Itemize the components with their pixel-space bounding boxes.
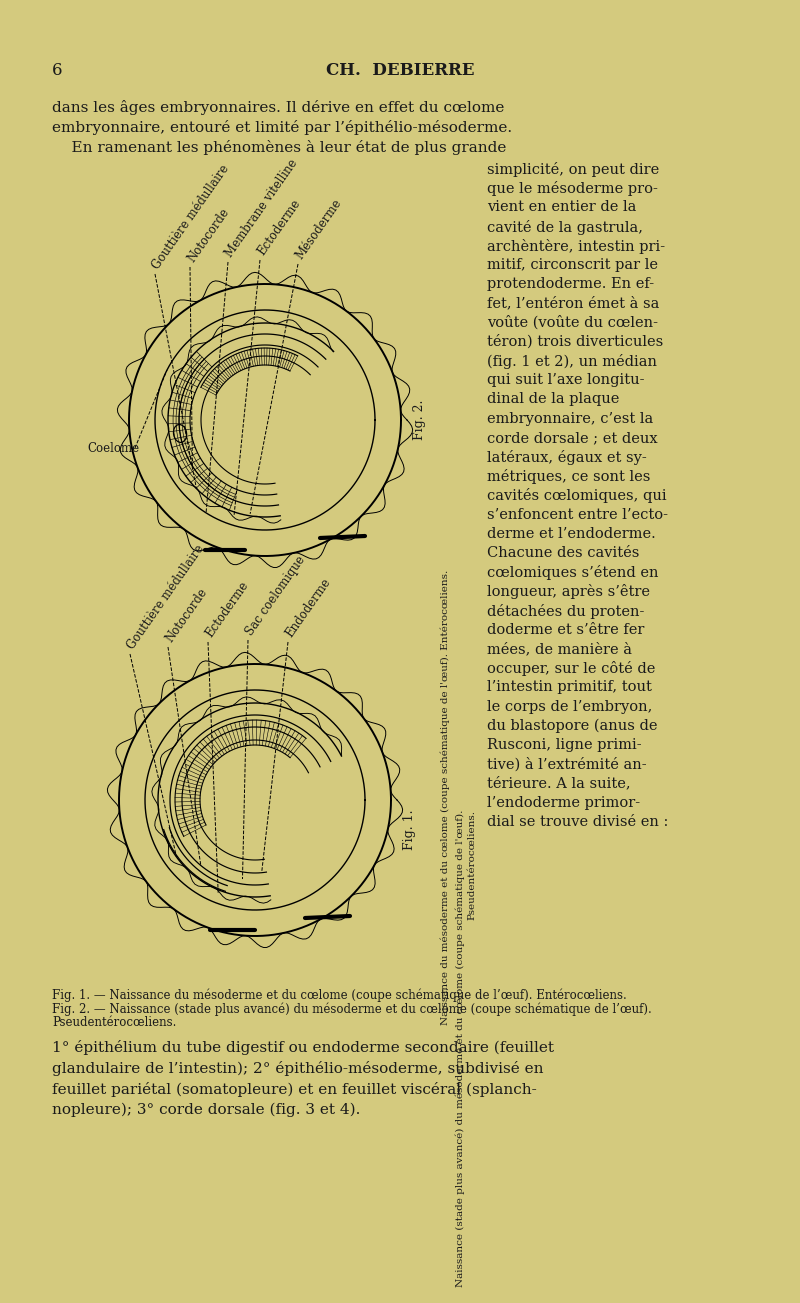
Text: térieure. A la suite,: térieure. A la suite, <box>487 777 630 791</box>
Text: cavité de la gastrula,: cavité de la gastrula, <box>487 220 643 235</box>
Text: s’enfoncent entre l’ecto-: s’enfoncent entre l’ecto- <box>487 508 668 521</box>
Text: derme et l’endoderme.: derme et l’endoderme. <box>487 526 656 541</box>
Ellipse shape <box>174 425 186 443</box>
Text: l’endoderme primor-: l’endoderme primor- <box>487 796 640 809</box>
Text: Gouttière médullaire: Gouttière médullaire <box>125 542 207 652</box>
Text: tive) à l’extrémité an-: tive) à l’extrémité an- <box>487 757 646 771</box>
Text: Fig. 1.: Fig. 1. <box>403 809 417 851</box>
Text: téron) trois diverticules: téron) trois diverticules <box>487 335 663 349</box>
Text: Pseudentérocœliens.: Pseudentérocœliens. <box>52 1016 176 1029</box>
Text: cœlomiques s’étend en: cœlomiques s’étend en <box>487 566 658 580</box>
Text: En ramenant les phénomènes à leur état de plus grande: En ramenant les phénomènes à leur état d… <box>52 139 506 155</box>
Text: embryonnaire, entouré et limité par l’épithélio-mésoderme.: embryonnaire, entouré et limité par l’ép… <box>52 120 512 136</box>
Text: embryonnaire, c’est la: embryonnaire, c’est la <box>487 412 654 426</box>
Text: Fig. 1. — Naissance du mésoderme et du cœlome (coupe schématique de l’œuf). Enté: Fig. 1. — Naissance du mésoderme et du c… <box>52 988 626 1002</box>
Text: qui suit l’axe longitu-: qui suit l’axe longitu- <box>487 373 645 387</box>
Text: Notocorde: Notocorde <box>163 586 210 645</box>
Text: Mésoderme: Mésoderme <box>293 197 344 262</box>
Text: Fig. 2. — Naissance (stade plus avancé) du mésoderme et du cœlome (coupe schémat: Fig. 2. — Naissance (stade plus avancé) … <box>52 1002 652 1015</box>
Text: fet, l’entéron émet à sa: fet, l’entéron émet à sa <box>487 296 659 310</box>
Text: l’intestin primitif, tout: l’intestin primitif, tout <box>487 680 652 694</box>
Text: dans les âges embryonnaires. Il dérive en effet du cœlome: dans les âges embryonnaires. Il dérive e… <box>52 100 504 115</box>
Text: (fig. 1 et 2), un médian: (fig. 1 et 2), un médian <box>487 354 657 369</box>
Text: dial se trouve divisé en :: dial se trouve divisé en : <box>487 814 668 829</box>
Text: archèntère, intestin pri-: archèntère, intestin pri- <box>487 238 665 254</box>
Text: Naissance du mésoderme et du cœlome (coupe schématique de l'œuf). Entérocœliens.: Naissance du mésoderme et du cœlome (cou… <box>440 569 450 1025</box>
Text: dinal de la plaque: dinal de la plaque <box>487 392 619 407</box>
Text: Ectoderme: Ectoderme <box>203 579 251 640</box>
Text: le corps de l’embryon,: le corps de l’embryon, <box>487 700 652 714</box>
Text: nopleure); 3° corde dorsale (fig. 3 et 4).: nopleure); 3° corde dorsale (fig. 3 et 4… <box>52 1104 360 1118</box>
Text: feuillet pariétal (somatopleure) et en feuillet viscéral (splanch-: feuillet pariétal (somatopleure) et en f… <box>52 1081 537 1097</box>
Text: vient en entier de la: vient en entier de la <box>487 201 636 215</box>
Text: Naissance (stade plus avancé) du mésoderme et du cœlome (coupe schématique de l': Naissance (stade plus avancé) du mésoder… <box>455 810 465 1287</box>
Text: Chacune des cavités: Chacune des cavités <box>487 546 639 560</box>
Text: mitif, circonscrit par le: mitif, circonscrit par le <box>487 258 658 272</box>
Text: cavités cœlomiques, qui: cavités cœlomiques, qui <box>487 489 666 503</box>
Text: latéraux, égaux et sy-: latéraux, égaux et sy- <box>487 450 646 465</box>
Text: CH.  DEBIERRE: CH. DEBIERRE <box>326 63 474 79</box>
Text: Endoderme: Endoderme <box>283 576 334 640</box>
Text: 6: 6 <box>52 63 62 79</box>
Text: du blastopore (anus de: du blastopore (anus de <box>487 719 658 734</box>
Text: Fig. 2.: Fig. 2. <box>414 400 426 440</box>
Text: Notocorde: Notocorde <box>185 206 232 265</box>
Text: Membrane vitelline: Membrane vitelline <box>223 158 301 261</box>
Text: voûte (voûte du cœlen-: voûte (voûte du cœlen- <box>487 315 658 330</box>
Text: métriques, ce sont les: métriques, ce sont les <box>487 469 650 485</box>
Text: doderme et s’être fer: doderme et s’être fer <box>487 623 644 637</box>
Text: simplicité, on peut dire: simplicité, on peut dire <box>487 162 659 177</box>
Text: mées, de manière à: mées, de manière à <box>487 642 632 655</box>
Text: Sac coelomique: Sac coelomique <box>243 554 307 638</box>
Text: Coelome: Coelome <box>87 442 139 455</box>
Text: protendoderme. En ef-: protendoderme. En ef- <box>487 278 654 291</box>
Text: que le mésoderme pro-: que le mésoderme pro- <box>487 181 658 197</box>
Text: Ectoderme: Ectoderme <box>255 197 303 258</box>
Text: occuper, sur le côté de: occuper, sur le côté de <box>487 661 655 676</box>
Text: 1° épithélium du tube digestif ou endoderme secondaire (feuillet: 1° épithélium du tube digestif ou endode… <box>52 1040 554 1055</box>
Text: détachées du proten-: détachées du proten- <box>487 603 644 619</box>
Text: Gouttière médullaire: Gouttière médullaire <box>150 163 232 272</box>
Text: Rusconi, ligne primi-: Rusconi, ligne primi- <box>487 737 642 752</box>
Text: Pseudentérocœliens.: Pseudentérocœliens. <box>467 810 477 920</box>
Text: longueur, après s’être: longueur, après s’être <box>487 585 650 599</box>
Text: corde dorsale ; et deux: corde dorsale ; et deux <box>487 431 658 444</box>
Text: glandulaire de l’intestin); 2° épithélio-mésoderme, subdivisé en: glandulaire de l’intestin); 2° épithélio… <box>52 1061 543 1076</box>
